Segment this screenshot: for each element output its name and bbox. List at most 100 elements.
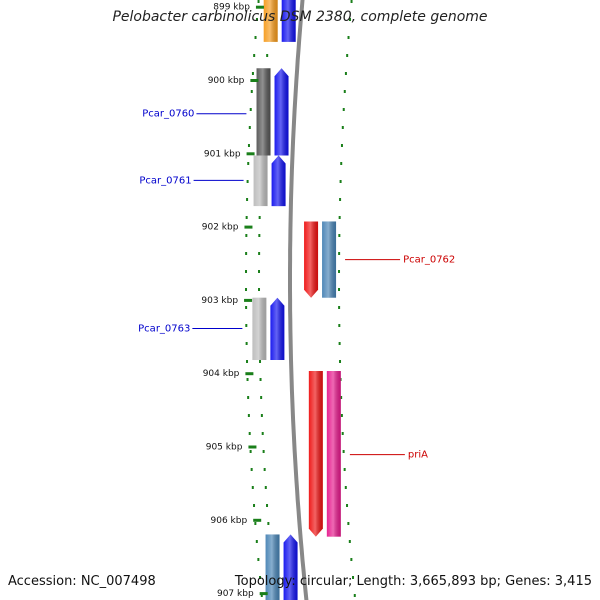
slot-dot (251, 72, 254, 75)
tick-mark (250, 79, 259, 82)
slot-dot (267, 522, 270, 525)
slot-dot (259, 378, 262, 381)
slot-dot (340, 162, 343, 165)
slot-dot (259, 576, 262, 579)
pcar-0763-cog-shade (252, 297, 267, 361)
slot-dot (258, 234, 261, 237)
slot-dot (342, 108, 345, 111)
slot-dot (249, 108, 252, 111)
pria-cog-shade (326, 371, 341, 537)
slot-dot (344, 486, 347, 489)
slot-dot (254, 522, 257, 525)
pcar-0761-cds-shade (271, 155, 286, 207)
tick-mark (246, 152, 255, 156)
slot-dot (245, 306, 248, 309)
map-title: Pelobacter carbinolicus DSM 2380, comple… (112, 9, 488, 25)
tick-label: 906 kbp (211, 516, 248, 526)
slot-dot (255, 18, 258, 21)
slot-dot (258, 270, 261, 273)
slot-dot (248, 432, 251, 435)
accession-text: Accession: NC_007498 (8, 574, 156, 589)
slot-dot (264, 486, 267, 489)
tick-label: 907 kbp (217, 589, 254, 599)
slot-dot (338, 270, 341, 273)
slot-dot (260, 396, 263, 399)
tick-mark (255, 5, 264, 9)
tick-mark (259, 592, 268, 596)
slot-dot (341, 432, 344, 435)
slot-dot (340, 414, 343, 417)
backbone-arc (288, 0, 309, 600)
pcar-0761-cog-shade (253, 155, 268, 207)
slot-dot (257, 0, 260, 3)
slot-dot (339, 360, 342, 363)
slot-dot (247, 144, 250, 147)
label-layer: Pcar_0760 Pcar_0761 Pcar_0762 Pcar_0763 priA (138, 109, 455, 461)
slot-dot (344, 72, 347, 75)
slot-dot (250, 90, 253, 93)
slot-dot (338, 342, 341, 345)
slot-dot (248, 126, 251, 129)
pcar-0760-cog-shade (256, 68, 271, 156)
slot-dot (253, 54, 256, 57)
slot-dot (342, 450, 345, 453)
slot-dot (258, 216, 261, 219)
pcar-0760-label: Pcar_0760 (142, 109, 194, 120)
slot-dot (245, 216, 248, 219)
slot-dot (347, 522, 350, 525)
slot-dot (258, 288, 261, 291)
tick-label: 904 kbp (203, 369, 240, 379)
gene-906-cds-shade (283, 534, 298, 600)
slot-dot (258, 252, 261, 255)
slot-dot (338, 324, 341, 327)
gene-906-cog-shade (265, 534, 280, 600)
slot-dot (346, 54, 349, 57)
slot-dot (253, 504, 256, 507)
slot-dot (250, 468, 253, 471)
slot-dot (246, 180, 249, 183)
slot-dot (245, 270, 248, 273)
tick-mark (244, 298, 253, 302)
slot-dot (343, 468, 346, 471)
pcar-0763-cds-shade (270, 297, 285, 361)
slot-dot (261, 432, 264, 435)
tick-label: 900 kbp (208, 76, 245, 86)
slot-dot (338, 234, 341, 237)
slot-dot (254, 36, 257, 39)
tick-layer: 899 kbp 900 kbp 901 kbp 902 kbp 903 kbp 904 k… (201, 3, 268, 599)
slot-dot (262, 450, 265, 453)
slot-dot (263, 468, 266, 471)
slot-dot (340, 144, 343, 147)
tick-label: 899 kbp (213, 3, 250, 13)
slot-dot (348, 18, 351, 21)
tick-label: 905 kbp (206, 443, 243, 453)
pcar-0762-cog-shade (322, 221, 337, 298)
pria-cds-shade (308, 371, 323, 537)
slot-dot (341, 126, 344, 129)
slot-dot (246, 378, 249, 381)
tick-mark (248, 445, 257, 449)
gene-layer (252, 0, 341, 600)
slot-dot (247, 162, 250, 165)
slot-dot (338, 306, 341, 309)
slot-dot (247, 414, 250, 417)
slot-dot (245, 234, 248, 237)
slot-dot (340, 396, 343, 399)
slot-dot (350, 558, 353, 561)
gene-899-cog-shade (263, 0, 278, 42)
tick-label: 902 kbp (202, 223, 239, 233)
pcar-0762-cds-shade (304, 221, 319, 298)
topology-text: Topology: circular; Length: 3,665,893 bp… (234, 574, 592, 589)
slot-dot (339, 198, 342, 201)
slot-dot (353, 594, 356, 597)
slot-dot (245, 252, 248, 255)
slot-dot (245, 324, 248, 327)
tick-mark (245, 372, 254, 376)
tick-label: 903 kbp (201, 296, 238, 306)
slot-dot (246, 360, 249, 363)
slot-dot (245, 288, 248, 291)
slot-dot (259, 360, 262, 363)
slot-dot (255, 540, 258, 543)
pcar-0762-label: Pcar_0762 (403, 255, 455, 266)
